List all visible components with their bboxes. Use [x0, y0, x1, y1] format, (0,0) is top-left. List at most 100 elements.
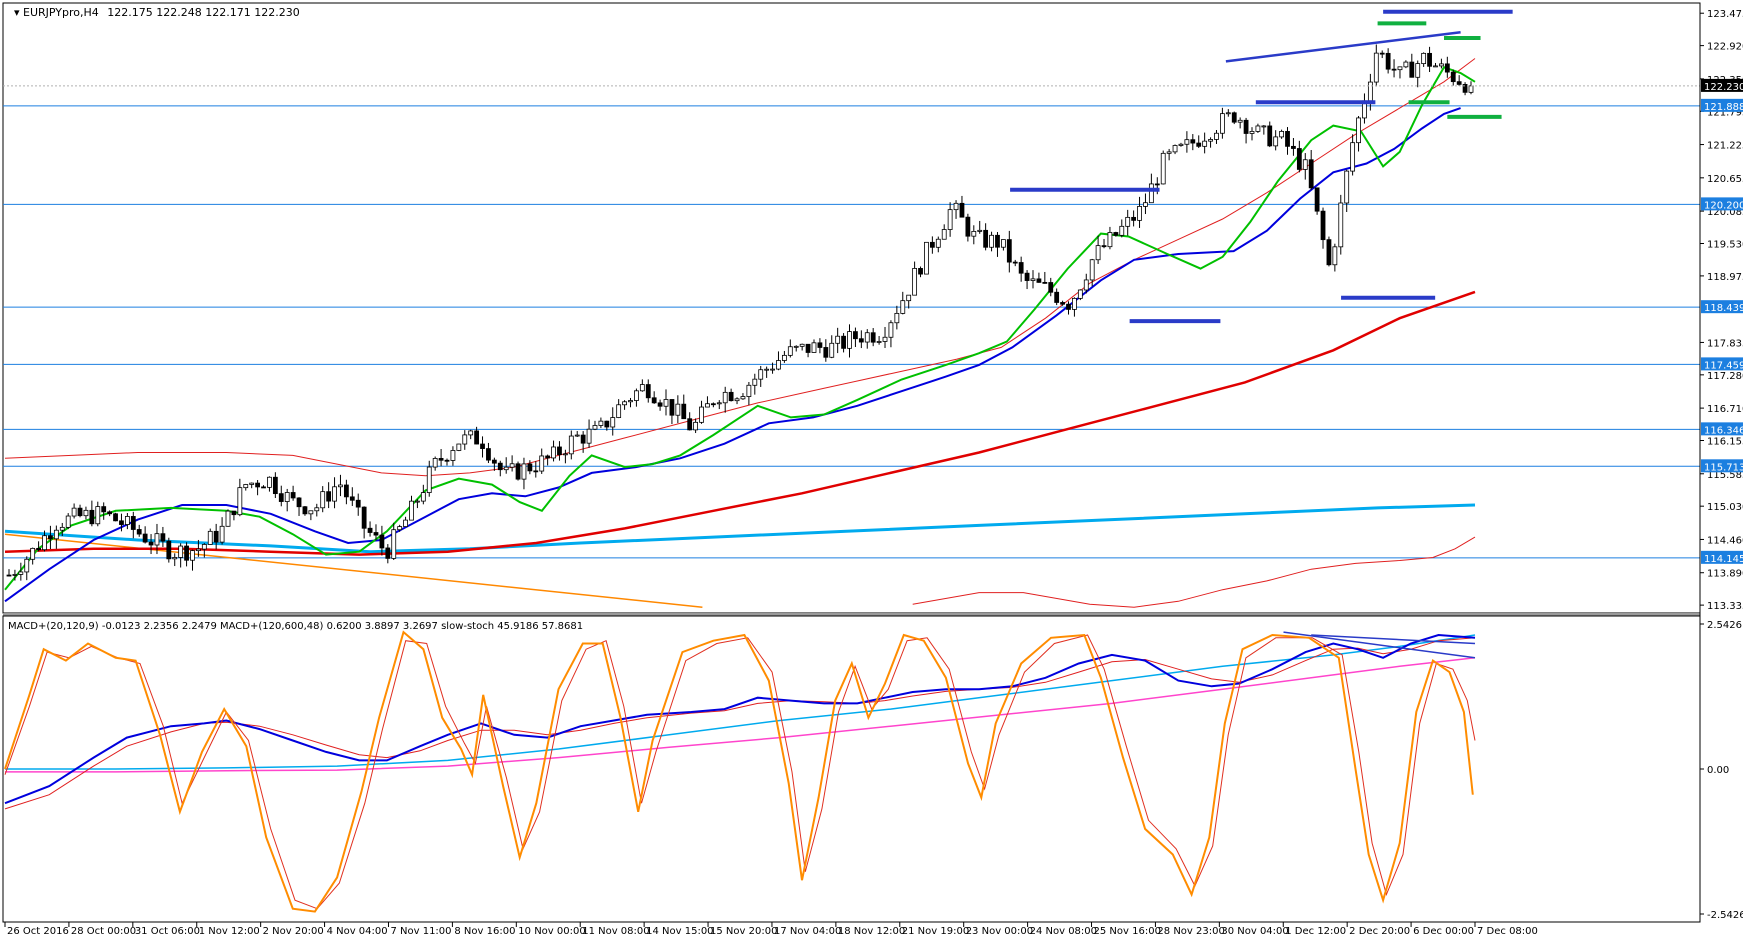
price-tick-label: 120.655 [1707, 174, 1743, 185]
candle-body [24, 558, 30, 573]
candle-body [1172, 145, 1178, 153]
candle-body [693, 421, 699, 431]
candle-body [243, 484, 249, 489]
candle-body [1095, 245, 1101, 261]
candle-body [1255, 125, 1261, 132]
candle-body [935, 238, 941, 248]
stoch-signal-line [4, 634, 1476, 910]
level-tag-label: 116.346 [1704, 425, 1743, 436]
candle-body [971, 230, 977, 237]
level-tag [1701, 459, 1743, 473]
candle-body [1243, 119, 1249, 134]
candle-body [853, 331, 858, 340]
time-tick-label: 28 Oct 00:00 [71, 926, 136, 937]
time-tick-label: 2 Nov 20:00 [263, 926, 324, 937]
candle-body [261, 486, 266, 489]
horizontal-levels [3, 105, 1700, 559]
time-tick-label: 23 Nov 00:00 [966, 926, 1033, 937]
candle-body [1214, 132, 1219, 140]
time-tick-label: 28 Nov 23:00 [1157, 926, 1224, 937]
candle-body [562, 453, 568, 456]
candle-body [1302, 159, 1308, 170]
candle-body [847, 331, 852, 349]
candle-body [728, 391, 734, 402]
candle-body [18, 571, 24, 575]
candle-body [1160, 152, 1166, 185]
candle-body [657, 402, 663, 407]
indicator-label: MACD+(20,120,9) -0.0123 2.2356 2.2479 MA… [8, 621, 583, 632]
candle-body [1468, 85, 1474, 93]
indicator-lines [4, 58, 1476, 608]
candle-body [1024, 272, 1030, 281]
candle-body [302, 506, 308, 515]
price-pane[interactable]: ▾ EURJPYpro,H4 122.175 122.248 122.171 1… [2, 2, 1701, 614]
candle-body [486, 448, 491, 461]
time-tick-label: 26 Oct 2016 [7, 926, 69, 937]
candle-body [776, 360, 781, 370]
candle-body [432, 458, 438, 468]
candle-body [876, 341, 882, 343]
candle-body [740, 396, 746, 400]
candle-body [509, 463, 515, 468]
candle-body [1356, 117, 1361, 144]
candle-body [1397, 66, 1403, 71]
indicator-tick-label: 0.00 [1707, 765, 1729, 776]
candle-body [580, 434, 586, 444]
candle-body [1107, 232, 1113, 248]
pane-separator[interactable] [3, 613, 1700, 616]
ema-slow-line [4, 58, 1476, 477]
time-tick-label: 10 Nov 00:00 [518, 926, 585, 937]
level-tag-label: 114.145 [1704, 554, 1743, 565]
level-tag [1701, 357, 1743, 371]
candle-body [468, 430, 474, 436]
candle-body [1220, 113, 1225, 134]
candle-body [699, 406, 704, 423]
candle-body [249, 482, 255, 485]
candle-body [669, 399, 675, 416]
candle-body [1048, 282, 1054, 293]
candle-body [48, 535, 53, 540]
candle-body [456, 443, 462, 451]
candle-body [1208, 139, 1213, 142]
candle-body [225, 510, 231, 527]
candle-body [983, 229, 989, 248]
candle-body [687, 418, 693, 431]
candle-body [1444, 63, 1450, 73]
time-tick-label: 1 Dec 12:00 [1285, 926, 1346, 937]
indicator-axis[interactable]: 2.5426 0.00 -2.5426 [1700, 620, 1743, 921]
candle-body [480, 443, 485, 449]
time-tick-label: 6 Dec 00:00 [1413, 926, 1474, 937]
candle-body [1006, 239, 1012, 263]
price-tick-label: 115.030 [1707, 502, 1743, 513]
candle-body [160, 533, 166, 542]
indicator-tick-label: -2.5426 [1707, 910, 1743, 921]
time-tick-label: 15 Nov 20:00 [710, 926, 777, 937]
price-tick-label: 117.280 [1707, 371, 1743, 382]
price-tick-label: 116.155 [1707, 437, 1743, 448]
candle-body [373, 532, 379, 536]
candle-body [136, 529, 142, 535]
candle-body [764, 368, 770, 371]
candle-body [255, 482, 260, 488]
candle-body [941, 229, 947, 240]
candle-body [308, 510, 314, 515]
time-tick-label: 4 Nov 04:00 [327, 926, 388, 937]
candle-body [545, 455, 551, 459]
markup-drawings [1010, 9, 1513, 324]
candle-body [1012, 261, 1018, 264]
candle-body [929, 241, 935, 248]
time-tick-label: 7 Nov 11:00 [390, 926, 451, 937]
oscillator-divergence-line [1311, 634, 1476, 645]
candle-body [355, 499, 361, 508]
candle-body [1415, 63, 1421, 78]
candle-body [30, 547, 36, 560]
candle-body [1137, 206, 1142, 221]
candle-body [1373, 52, 1379, 83]
candle-body [42, 535, 47, 551]
candle-body [811, 342, 817, 353]
price-axis[interactable]: 123.475122.920122.350121.795121.225120.6… [1700, 9, 1743, 612]
candle-body [1462, 84, 1468, 93]
candle-body [113, 513, 118, 522]
